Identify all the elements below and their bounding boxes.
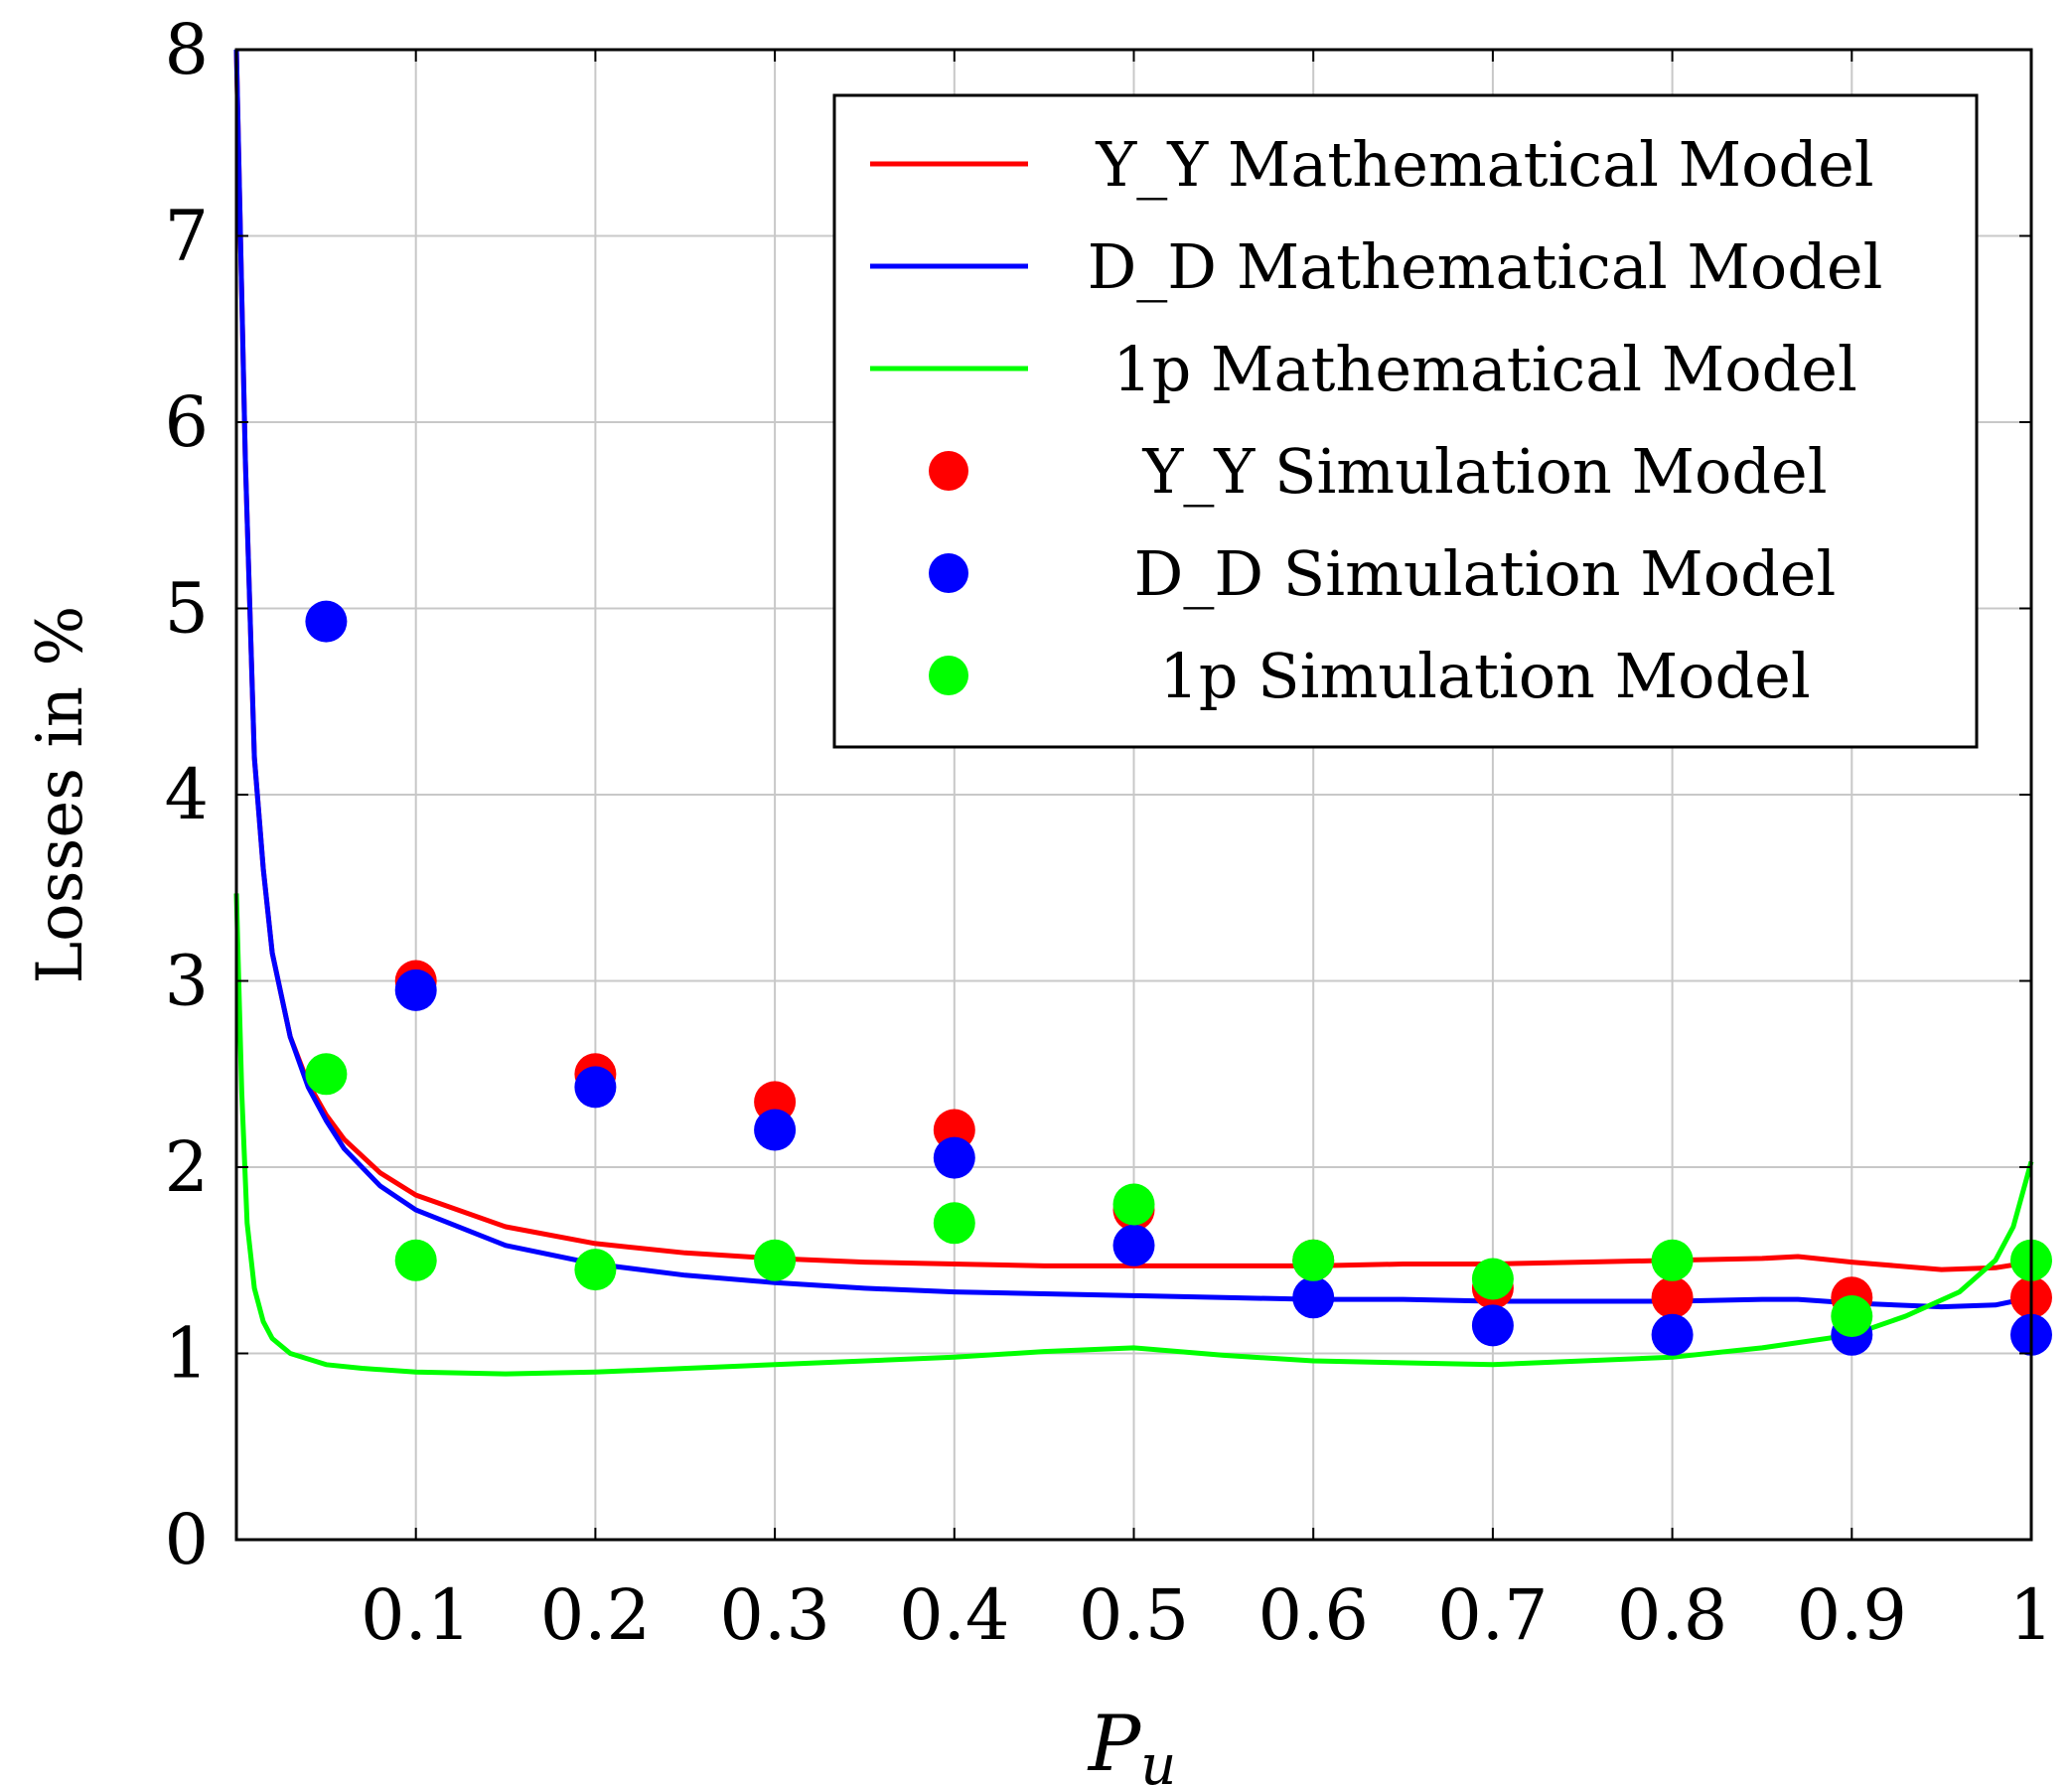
legend-label-1p-simulation-model: 1p Simulation Model bbox=[1159, 640, 1810, 712]
axis-ticks bbox=[236, 49, 2032, 1541]
data-point-d-d-simulation-model bbox=[574, 1066, 617, 1109]
y-tick-label: 6 bbox=[164, 381, 209, 463]
y-axis-label: Losses in % bbox=[24, 606, 97, 984]
legend-swatch-1p-simulation-model bbox=[929, 656, 968, 695]
y-tick-label: 4 bbox=[164, 754, 209, 835]
y-tick-label: 5 bbox=[164, 568, 209, 650]
x-tick-label: 0.2 bbox=[540, 1574, 651, 1656]
data-point-y-y-simulation-model bbox=[1651, 1276, 1694, 1319]
x-tick-label: 0.4 bbox=[899, 1574, 1009, 1656]
legend-label-d-d-simulation-model: D_D Simulation Model bbox=[1134, 537, 1837, 610]
y-tick-label: 7 bbox=[164, 196, 209, 277]
data-point-1p-simulation-model bbox=[1831, 1295, 1873, 1337]
data-point-d-d-simulation-model bbox=[754, 1109, 797, 1151]
x-tick-label: 0.8 bbox=[1617, 1574, 1727, 1656]
x-tick-label: 0.9 bbox=[1797, 1574, 1907, 1656]
x-tick-label: 0.5 bbox=[1079, 1574, 1189, 1656]
legend-label-y-y-simulation-model: Y_Y Simulation Model bbox=[1141, 435, 1827, 508]
legend-box bbox=[832, 93, 1979, 749]
legend-label-1p-mathematical-model: 1p Mathematical Model bbox=[1112, 333, 1857, 405]
y-tick-label: 3 bbox=[164, 941, 209, 1022]
data-point-d-d-simulation-model bbox=[1651, 1313, 1694, 1356]
series-line-1p-mathematical-model bbox=[233, 893, 2034, 1377]
tick-labels: 0.1 0.2 0.3 0.4 0.5 0.6 0.7 0.8 0.9 1 0 1 2 3 4 5 6 7 8 bbox=[164, 9, 2053, 1656]
data-point-d-d-simulation-model bbox=[1112, 1224, 1155, 1266]
data-point-1p-simulation-model bbox=[1651, 1239, 1694, 1281]
x-tick-label: 0.6 bbox=[1258, 1574, 1369, 1656]
x-tick-label: 0.7 bbox=[1437, 1574, 1548, 1656]
x-axis-label-main: P bbox=[1087, 1700, 1142, 1786]
x-axis-label-subscript: u bbox=[1140, 1733, 1176, 1786]
data-point-d-d-simulation-model bbox=[1292, 1276, 1335, 1319]
data-point-1p-simulation-model bbox=[305, 1053, 348, 1096]
data-point-1p-simulation-model bbox=[574, 1249, 617, 1291]
x-tick-label: 0.3 bbox=[719, 1574, 829, 1656]
legend-swatch-y-y-simulation-model bbox=[929, 451, 968, 491]
y-tick-label: 8 bbox=[164, 9, 209, 90]
y-tick-label: 1 bbox=[164, 1313, 209, 1395]
data-point-1p-simulation-model bbox=[754, 1239, 797, 1281]
x-axis-label: Pu bbox=[1087, 1700, 1177, 1786]
series-line-d-d-mathematical-model bbox=[233, 49, 2032, 1310]
x-tick-label: 0.1 bbox=[361, 1574, 471, 1656]
data-point-1p-simulation-model bbox=[1471, 1258, 1514, 1300]
series-lines bbox=[233, 49, 2034, 1377]
data-point-d-d-simulation-model bbox=[1471, 1304, 1514, 1347]
legend-label-y-y-mathematical-model: Y_Y Mathematical Model bbox=[1095, 128, 1873, 201]
y-tick-label: 0 bbox=[164, 1499, 209, 1580]
data-point-d-d-simulation-model bbox=[394, 968, 437, 1011]
legend-label-d-d-mathematical-model: D_D Mathematical Model bbox=[1088, 230, 1883, 303]
data-point-d-d-simulation-model bbox=[933, 1136, 975, 1179]
data-point-1p-simulation-model bbox=[933, 1202, 975, 1245]
x-tick-label: 1 bbox=[2009, 1574, 2054, 1656]
series-points bbox=[305, 600, 2052, 1356]
data-point-d-d-simulation-model bbox=[305, 600, 348, 643]
data-point-1p-simulation-model bbox=[1112, 1183, 1155, 1226]
data-point-1p-simulation-model bbox=[394, 1239, 437, 1281]
legend: Y_Y Mathematical Model D_D Mathematical M… bbox=[832, 93, 1979, 749]
data-point-1p-simulation-model bbox=[1292, 1239, 1335, 1281]
y-tick-label: 2 bbox=[164, 1126, 209, 1208]
legend-swatch-d-d-simulation-model bbox=[929, 553, 968, 593]
